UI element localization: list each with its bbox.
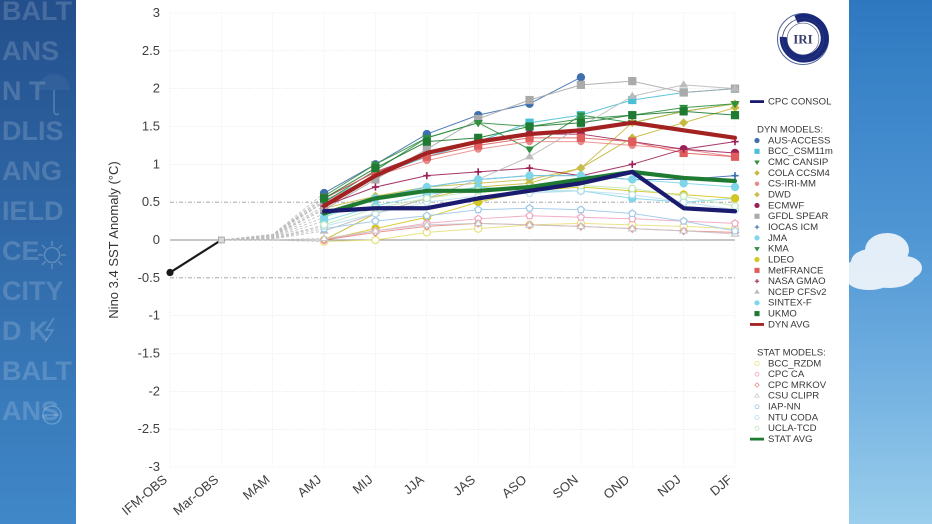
svg-text:NTU CODA: NTU CODA (768, 412, 819, 423)
svg-text:STAT AVG: STAT AVG (768, 434, 813, 445)
svg-text:SINTEX-F: SINTEX-F (768, 298, 812, 309)
svg-text:CPC MRKOV: CPC MRKOV (768, 380, 827, 391)
svg-text:UCLA-TCD: UCLA-TCD (768, 423, 817, 434)
svg-text:CSU CLIPR: CSU CLIPR (768, 391, 819, 402)
svg-text:AUS-ACCESS: AUS-ACCESS (768, 135, 830, 146)
svg-text:GFDL SPEAR: GFDL SPEAR (768, 211, 828, 222)
svg-text:NCEP CFSv2: NCEP CFSv2 (768, 287, 826, 298)
svg-text:COLA CCSM4: COLA CCSM4 (768, 168, 831, 179)
svg-text:KMA: KMA (768, 244, 789, 255)
svg-text:CMC CANSIP: CMC CANSIP (768, 157, 828, 168)
svg-text:CPC CONSOL: CPC CONSOL (768, 97, 832, 108)
svg-text:MetFRANCE: MetFRANCE (768, 265, 823, 276)
svg-text:DYN AVG: DYN AVG (768, 319, 810, 330)
svg-text:IOCAS ICM: IOCAS ICM (768, 222, 818, 233)
svg-text:UKMO: UKMO (768, 309, 797, 320)
svg-text:LDEO: LDEO (768, 254, 794, 265)
svg-text:BCC_CSM11m: BCC_CSM11m (768, 146, 833, 157)
svg-text:CS-IRI-MM: CS-IRI-MM (768, 179, 816, 190)
svg-text:ECMWF: ECMWF (768, 200, 804, 211)
svg-text:BCC_RZDM: BCC_RZDM (768, 358, 821, 369)
svg-text:CPC CA: CPC CA (768, 369, 805, 380)
svg-text:STAT MODELS:: STAT MODELS: (757, 347, 826, 358)
svg-text:DWD: DWD (768, 190, 791, 201)
svg-text:DYN MODELS:: DYN MODELS: (757, 125, 823, 136)
svg-text:JMA: JMA (768, 233, 788, 244)
svg-text:IAP-NN: IAP-NN (768, 402, 801, 413)
svg-text:NASA GMAO: NASA GMAO (768, 276, 826, 287)
